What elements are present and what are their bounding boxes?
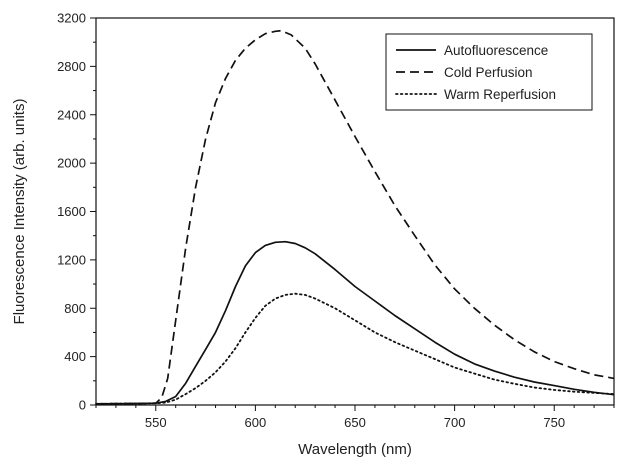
x-tick-label: 650 — [344, 415, 366, 430]
y-tick-label: 0 — [79, 398, 86, 413]
y-tick-label: 1600 — [57, 204, 86, 219]
series-lines — [95, 29, 615, 405]
y-tick-label: 2400 — [57, 107, 86, 122]
x-tick-label: 600 — [245, 415, 267, 430]
legend-label: Cold Perfusion — [444, 65, 533, 80]
x-axis-title: Wavelength (nm) — [298, 441, 412, 458]
x-tick-label: 550 — [145, 415, 167, 430]
y-axis-title: Fluorescence Intensity (arb. units) — [11, 99, 28, 325]
x-tick-label: 750 — [543, 415, 565, 430]
series-line-cold-perfusion — [95, 29, 615, 405]
legend-label: Warm Reperfusion — [444, 87, 556, 102]
y-tick-label: 2800 — [57, 59, 86, 74]
series-line-warm-reperfusion — [95, 292, 615, 405]
legend: Autofluorescence Cold Perfusion Warm Reper… — [385, 33, 593, 111]
series-line-autofluorescence — [95, 240, 615, 405]
y-tick-label: 3200 — [57, 11, 86, 26]
y-tick-label: 2000 — [57, 156, 86, 171]
x-tick-label: 700 — [444, 415, 466, 430]
y-tick-label: 1200 — [57, 252, 86, 267]
y-tick-label: 400 — [64, 349, 86, 364]
y-tick-label: 800 — [64, 301, 86, 316]
legend-label: Autofluorescence — [444, 43, 548, 58]
axis-ticks: 550 600 650 700 750 0 400 800 1200 1600 2000 2400 28… — [57, 11, 615, 430]
legend-box — [385, 33, 593, 111]
